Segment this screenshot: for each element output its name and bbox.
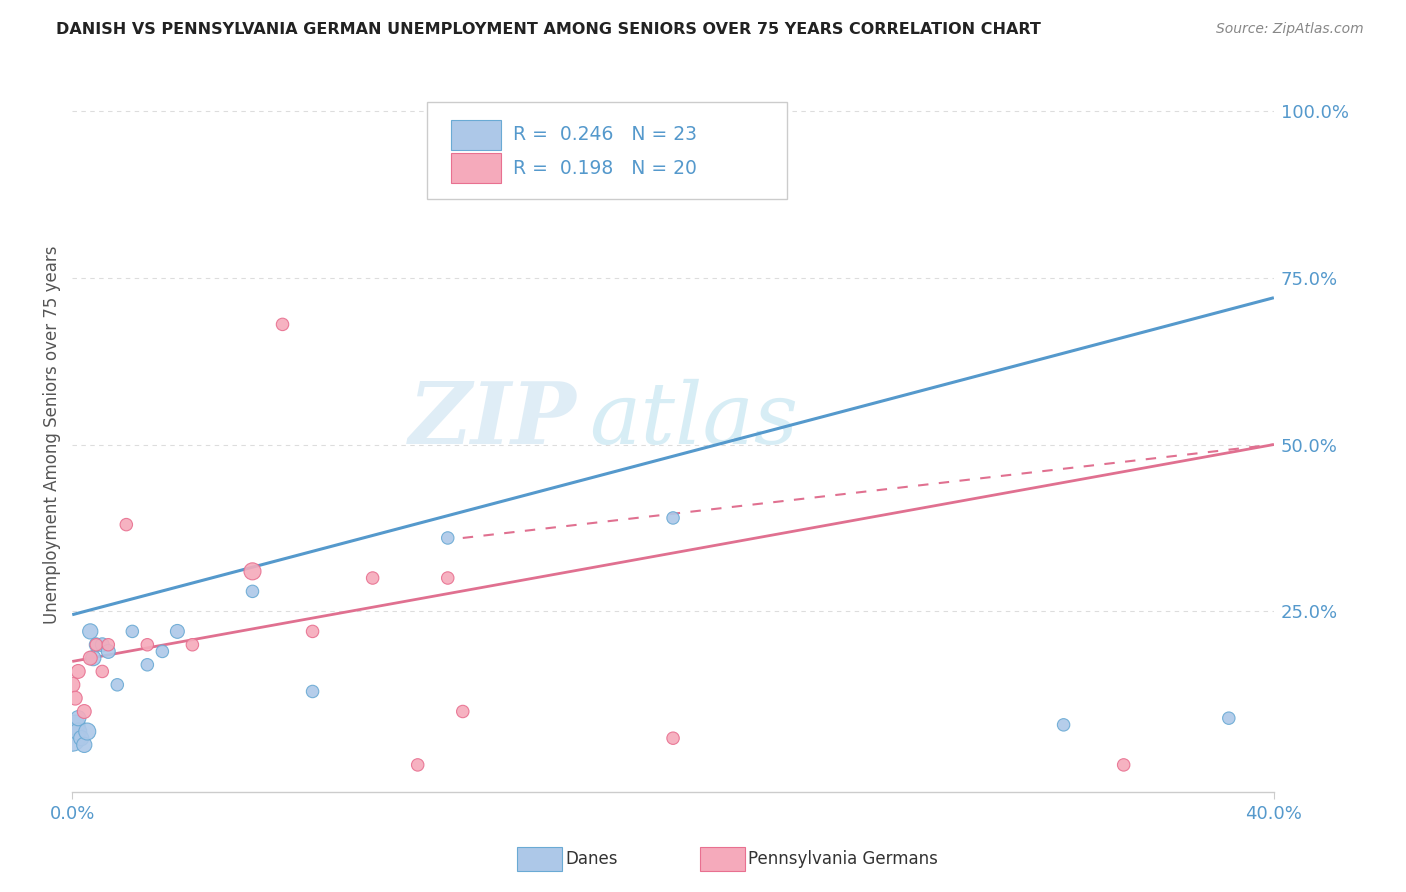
Point (436, 571, 458, 585)
Text: R =  0.246   N = 23: R = 0.246 N = 23 (513, 125, 697, 145)
Point (242, 584, 264, 599)
Point (271, 318, 294, 332)
Y-axis label: Unemployment Among Seniors over 75 years: Unemployment Among Seniors over 75 years (44, 245, 60, 624)
Point (67, 711, 90, 725)
Point (73, 705, 96, 719)
Point (79, 651, 101, 665)
Text: atlas: atlas (589, 379, 799, 461)
Text: R =  0.198   N = 20: R = 0.198 N = 20 (513, 159, 697, 178)
Point (91, 665, 114, 679)
Point (242, 565, 264, 579)
Point (65, 718, 87, 732)
Point (67, 665, 90, 679)
Point (181, 638, 204, 652)
Point (136, 638, 159, 652)
Text: Danes: Danes (565, 850, 617, 868)
FancyBboxPatch shape (451, 153, 501, 183)
Point (301, 684, 323, 698)
Point (115, 517, 138, 532)
Point (436, 531, 458, 545)
Point (67, 724, 90, 739)
Point (105, 678, 128, 692)
Point (451, 705, 474, 719)
Point (60, 678, 83, 692)
Text: DANISH VS PENNSYLVANIA GERMAN UNEMPLOYMENT AMONG SENIORS OVER 75 YEARS CORRELATI: DANISH VS PENNSYLVANIA GERMAN UNEMPLOYME… (56, 22, 1040, 37)
FancyBboxPatch shape (451, 120, 501, 150)
Point (84, 638, 107, 652)
Point (150, 644, 173, 658)
Text: Pennsylvania Germans: Pennsylvania Germans (748, 850, 938, 868)
Point (73, 738, 96, 752)
Point (76, 724, 98, 739)
Point (97, 638, 120, 652)
Point (662, 731, 685, 746)
Point (84, 638, 107, 652)
Point (136, 657, 159, 672)
Point (121, 624, 143, 639)
Text: ZIP: ZIP (409, 378, 576, 462)
Point (65, 691, 87, 706)
Point (1218, 711, 1240, 725)
Point (406, 758, 429, 772)
Point (361, 571, 384, 585)
Point (301, 624, 323, 639)
Point (166, 624, 188, 639)
Point (1112, 758, 1135, 772)
Point (79, 624, 101, 639)
Point (662, 511, 685, 525)
Point (70, 731, 93, 746)
Point (1052, 718, 1074, 732)
Point (82, 651, 104, 665)
Point (60, 731, 83, 746)
Text: Source: ZipAtlas.com: Source: ZipAtlas.com (1216, 22, 1364, 37)
Point (97, 644, 120, 658)
FancyBboxPatch shape (426, 103, 787, 199)
Point (91, 638, 114, 652)
